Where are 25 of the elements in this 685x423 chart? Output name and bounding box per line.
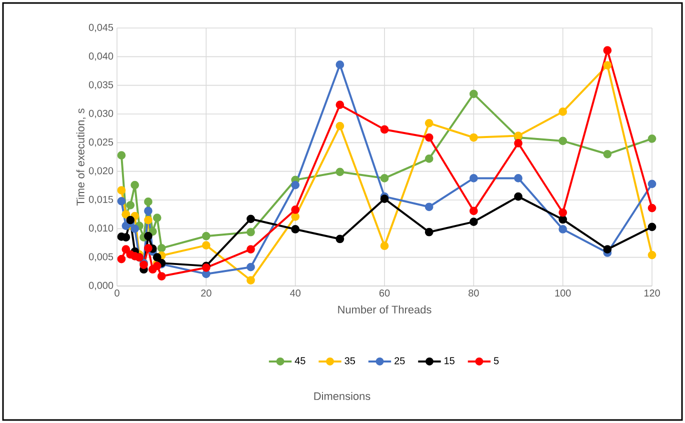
y-tick-label: 0,025 [88, 138, 114, 147]
y-tick-label: 0,040 [88, 52, 114, 61]
y-tick-label: 0,030 [88, 110, 114, 118]
x-tick-label: 0 [114, 290, 120, 297]
y-axis-title: Time of execution, s [76, 108, 86, 206]
x-tick-label: 120 [644, 290, 660, 297]
legend-label: 25 [394, 357, 405, 364]
x-tick-label: 80 [468, 290, 479, 297]
x-tick-label: 20 [201, 290, 212, 297]
y-tick-label: 0,000 [88, 282, 114, 290]
y-tick-label: 0,020 [88, 167, 114, 176]
y-tick-label: 0,015 [88, 196, 114, 204]
y-tick-label: 0,045 [88, 24, 114, 32]
x-tick-label: 40 [290, 290, 300, 297]
y-tick-label: 0,010 [88, 224, 114, 233]
y-tick-label: 0,005 [88, 253, 114, 262]
legend-label: 45 [294, 357, 306, 364]
legend-label: 15 [444, 357, 454, 364]
legend-label: 35 [344, 357, 355, 364]
y-tick-label: 0,035 [88, 81, 114, 90]
x-axis-title: Number of Threads [338, 305, 432, 314]
legend-label: 5 [494, 357, 499, 364]
x-tick-label: 100 [555, 290, 571, 297]
x-tick-label: 60 [379, 290, 390, 297]
legend-title: Dimensions [314, 392, 370, 400]
